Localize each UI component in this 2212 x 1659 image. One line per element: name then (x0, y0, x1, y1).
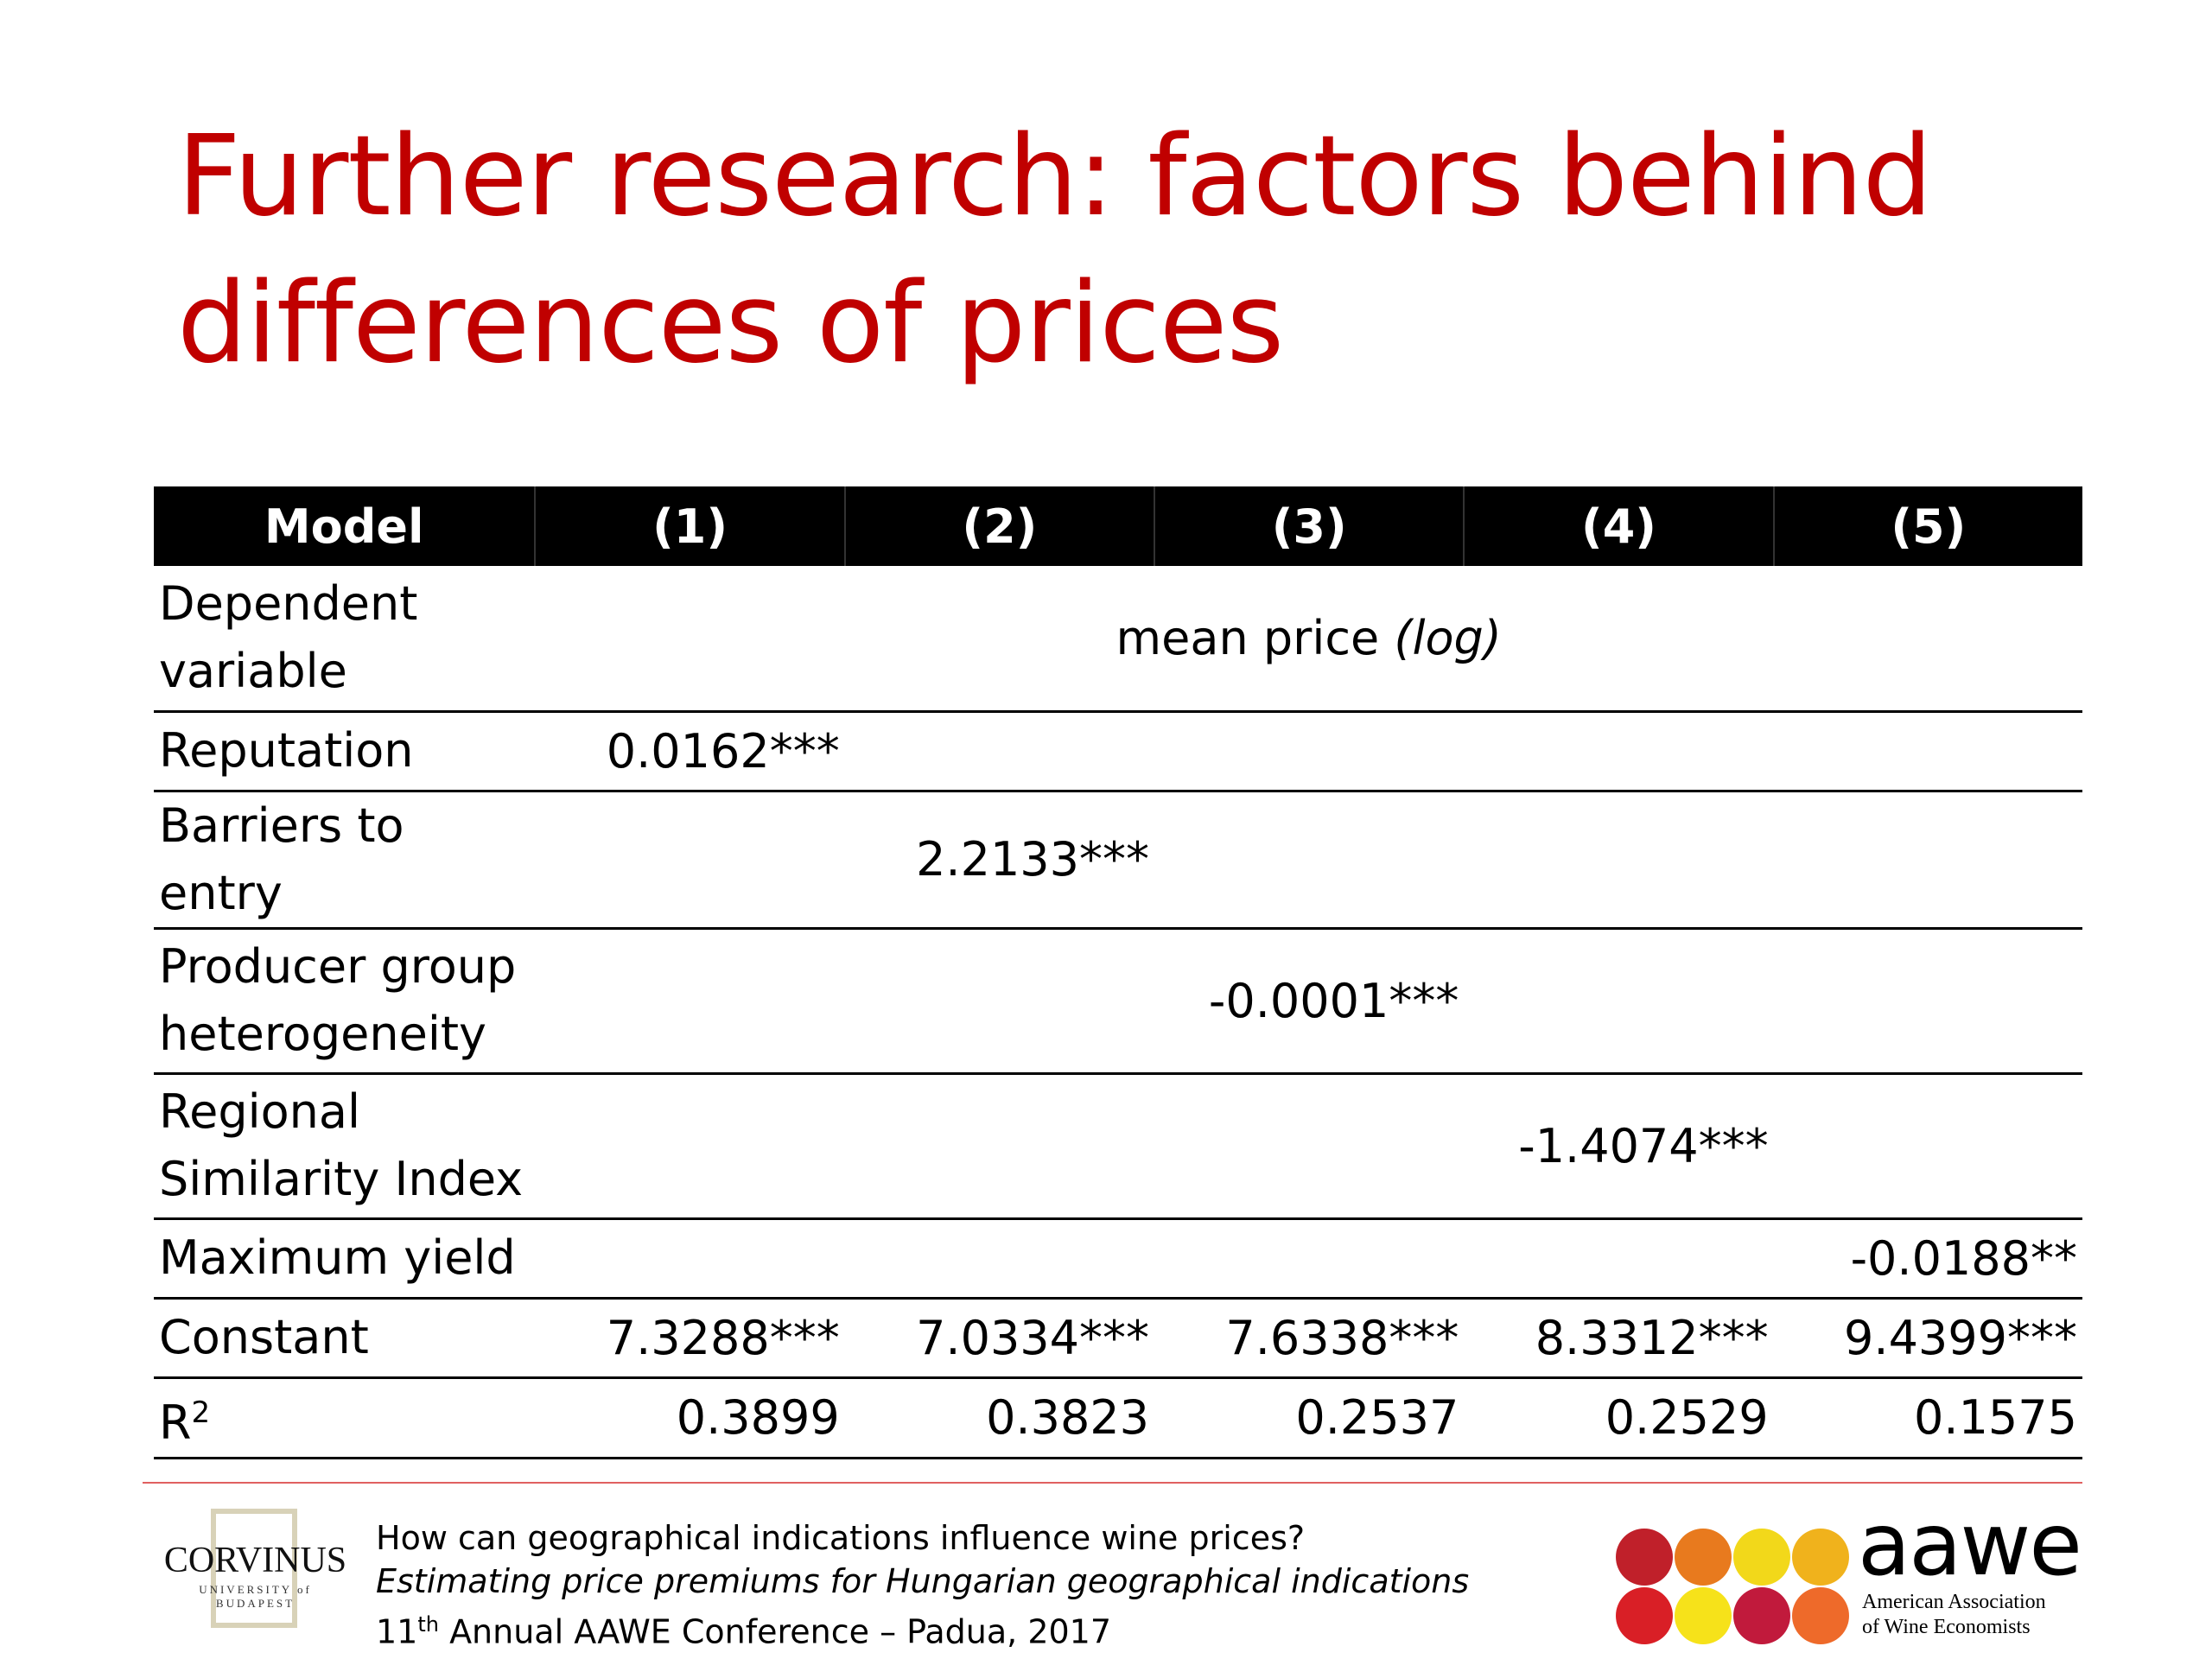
slide-title: Further research: factors behind differe… (177, 112, 1933, 388)
header-model-3: (3) (1154, 486, 1465, 566)
cell-constant-2: 7.0334*** (844, 1298, 1155, 1379)
cell-similarity-2 (844, 1073, 1155, 1220)
cell-reputation-5 (1773, 711, 2082, 792)
cell-barriers-1 (535, 791, 845, 930)
row-label-dependent-variable: Dependent variable (154, 566, 536, 713)
cell-yield-2 (844, 1218, 1155, 1300)
aawe-logo-dot (1733, 1587, 1790, 1644)
table-row-barriers-to-entry: Barriers to entry 2.2133*** (154, 791, 2082, 930)
cell-yield-4 (1464, 1218, 1774, 1300)
table-row-reputation: Reputation 0.0162*** (154, 711, 2082, 792)
cell-heterogeneity-3: -0.0001*** (1154, 928, 1465, 1075)
dependent-variable-name: mean price (1116, 610, 1380, 665)
conference-name: Annual AAWE Conference – Padua, 2017 (438, 1612, 1112, 1651)
cell-similarity-4: -1.4074*** (1464, 1073, 1774, 1220)
aawe-logo: aawe American Association of Wine Econom… (1616, 1497, 2082, 1646)
cell-constant-3: 7.6338*** (1154, 1298, 1465, 1379)
aawe-logo-dot (1675, 1587, 1732, 1644)
footer-presentation-title: How can geographical indications influen… (376, 1519, 1306, 1557)
corvinus-logo-subtitle: UNIVERSITY of BUDAPEST (154, 1583, 357, 1611)
row-label-constant: Constant (154, 1298, 536, 1379)
cell-yield-5: -0.0188** (1773, 1218, 2082, 1300)
corvinus-logo-sub1: UNIVERSITY of (199, 1583, 312, 1596)
aawe-tagline-line2: of Wine Economists (1862, 1616, 2031, 1638)
cell-reputation-4 (1464, 711, 1774, 792)
cell-r-squared-1: 0.3899 (535, 1377, 845, 1459)
regression-results-table: Model (1) (2) (3) (4) (5) Dependent vari… (154, 486, 2082, 1459)
footer-paper-subtitle: Estimating price premiums for Hungarian … (376, 1562, 1470, 1600)
aawe-logo-dot (1792, 1529, 1849, 1586)
cell-constant-5: 9.4399*** (1773, 1298, 2082, 1379)
cell-barriers-3 (1154, 791, 1465, 930)
cell-yield-3 (1154, 1218, 1465, 1300)
cell-heterogeneity-1 (535, 928, 845, 1075)
corvinus-logo-frame (211, 1509, 297, 1628)
row-label-r-squared: R2 (154, 1377, 536, 1459)
aawe-wordmark: aawe (1858, 1494, 2082, 1595)
cell-heterogeneity-4 (1464, 928, 1774, 1075)
cell-reputation-3 (1154, 711, 1465, 792)
corvinus-university-logo: CORVINUS UNIVERSITY of BUDAPEST (154, 1503, 357, 1633)
header-model-1: (1) (534, 486, 845, 566)
cell-barriers-5 (1773, 791, 2082, 930)
table-row-dependent-variable: Dependent variable mean price (log) (154, 566, 2082, 713)
cell-reputation-2 (844, 711, 1155, 792)
table-row-constant: Constant 7.3288*** 7.0334*** 7.6338*** 8… (154, 1298, 2082, 1379)
cell-r-squared-3: 0.2537 (1154, 1377, 1465, 1459)
cell-reputation-1: 0.0162*** (535, 711, 845, 792)
cell-r-squared-2: 0.3823 (844, 1377, 1155, 1459)
corvinus-logo-sub2: BUDAPEST (215, 1597, 296, 1610)
dependent-variable-transform: (log) (1394, 610, 1502, 665)
table-row-regional-similarity-index: Regional Similarity Index -1.4074*** (154, 1073, 2082, 1220)
header-model-5: (5) (1772, 486, 2082, 566)
r-squared-exponent: 2 (191, 1395, 211, 1430)
row-label-maximum-yield: Maximum yield (154, 1218, 536, 1300)
row-label-producer-group-heterogeneity: Producer group heterogeneity (154, 928, 536, 1075)
aawe-tagline-line1: American Association (1862, 1591, 2046, 1613)
row-label-barriers-to-entry: Barriers to entry (154, 791, 536, 930)
conference-ordinal-suffix: th (417, 1612, 439, 1637)
dependent-variable-value: mean price (log) (535, 566, 2082, 713)
aawe-logo-dot (1733, 1529, 1790, 1586)
corvinus-logo-name: CORVINUS (163, 1541, 347, 1580)
aawe-logo-dot (1675, 1529, 1732, 1586)
cell-similarity-1 (535, 1073, 845, 1220)
aawe-logo-dot (1616, 1587, 1673, 1644)
aawe-logo-dot (1616, 1529, 1673, 1586)
cell-barriers-4 (1464, 791, 1774, 930)
cell-yield-1 (535, 1218, 845, 1300)
cell-constant-1: 7.3288*** (535, 1298, 845, 1379)
cell-similarity-3 (1154, 1073, 1465, 1220)
cell-heterogeneity-5 (1773, 928, 2082, 1075)
footer-divider (143, 1482, 2082, 1484)
cell-constant-4: 8.3312*** (1464, 1298, 1774, 1379)
header-model: Model (154, 486, 536, 566)
table-row-producer-group-heterogeneity: Producer group heterogeneity -0.0001*** (154, 928, 2082, 1075)
cell-barriers-2: 2.2133*** (844, 791, 1155, 930)
cell-similarity-5 (1773, 1073, 2082, 1220)
table-row-r-squared: R2 0.3899 0.3823 0.2537 0.2529 0.1575 (154, 1377, 2082, 1459)
cell-heterogeneity-2 (844, 928, 1155, 1075)
footer-citation: How can geographical indications influen… (376, 1516, 1586, 1654)
cell-r-squared-4: 0.2529 (1464, 1377, 1774, 1459)
row-label-reputation: Reputation (154, 711, 536, 792)
conference-number: 11 (376, 1612, 418, 1651)
cell-r-squared-5: 0.1575 (1773, 1377, 2082, 1459)
aawe-logo-dot (1792, 1587, 1849, 1644)
table-row-maximum-yield: Maximum yield -0.0188** (154, 1218, 2082, 1300)
footer-conference: 11th Annual AAWE Conference – Padua, 201… (376, 1603, 1586, 1654)
aawe-tagline: American Association of Wine Economists (1862, 1590, 2046, 1640)
header-model-4: (4) (1463, 486, 1774, 566)
r-squared-letter: R (159, 1395, 192, 1450)
header-model-2: (2) (843, 486, 1155, 566)
row-label-regional-similarity-index: Regional Similarity Index (154, 1073, 536, 1220)
table-header-row: Model (1) (2) (3) (4) (5) (154, 486, 2082, 566)
